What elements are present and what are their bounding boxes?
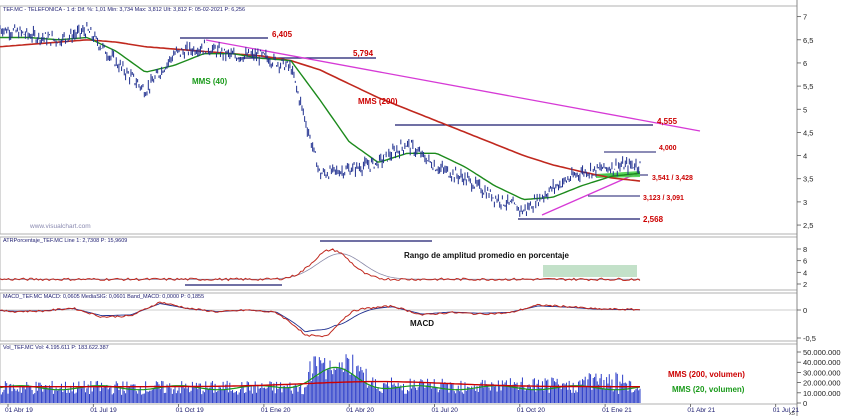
y-tick-label: 10.000.000 — [803, 389, 841, 398]
y-tick-label: 5 — [803, 105, 807, 114]
macd-note: MACD — [410, 319, 434, 328]
mms200-line — [0, 39, 641, 182]
x-tick-label: 01 Oct 20 — [517, 407, 546, 414]
y-tick-label: 20.000.000 — [803, 379, 841, 388]
watermark: www.visualchart.com — [29, 223, 91, 230]
macd-signal — [0, 303, 641, 333]
x-tick-label: 01 Ene 20 — [261, 407, 291, 414]
atr-y-axis: 8 6 4 2 — [797, 245, 807, 289]
x-tick-label: 01 Jul 19 — [90, 407, 117, 414]
y-tick-label: 3 — [803, 198, 807, 207]
atr-panel — [0, 236, 798, 291]
label-mms40: MMS (40) — [192, 77, 227, 86]
volume-bars — [0, 354, 641, 403]
label-6405: 6,405 — [272, 30, 293, 39]
label-4000: 4,000 — [659, 145, 677, 152]
price-bars — [0, 22, 641, 217]
macd-header: MACD_TEF.MC MACD: 0,0605 MediaSIG: 0,060… — [3, 294, 204, 300]
x-tick-label: 01 Ene 21 — [602, 407, 632, 414]
volume-mms200 — [0, 380, 640, 388]
y-tick-label: 40.000.000 — [803, 358, 841, 367]
label-4555: 4,555 — [657, 117, 678, 126]
y-tick-label: 4 — [803, 152, 807, 161]
mms200-path — [0, 39, 641, 182]
atr-header: ATRPorcentaje_TEF.MC Line 1: 2,7308 P: 1… — [3, 238, 127, 244]
x-axis-corner: x5 — [789, 411, 795, 416]
y-tick-label: 3,5 — [803, 175, 813, 184]
macd-y-axis: 0 -0,5 — [797, 306, 816, 343]
x-tick-label: 01 Abr 20 — [346, 407, 374, 414]
y-tick-label: 6,5 — [803, 36, 813, 45]
x-tick-label: 01 Oct 19 — [176, 407, 205, 414]
y-tick-label: 4,5 — [803, 128, 813, 137]
macd-panel — [0, 292, 798, 342]
x-tick-label: 01 Jul 20 — [432, 407, 459, 414]
x-tick-label: 01 Jul 21 — [773, 407, 800, 414]
y-tick-label: 2,5 — [803, 221, 813, 230]
price-header: TEF.MC - TELEFONICA - 1 d: Dif. %: 1,01 … — [3, 7, 245, 13]
trend-line-down — [205, 39, 701, 132]
atr-lines — [0, 248, 641, 282]
label-5794: 5,794 — [353, 49, 374, 58]
y-tick-label: 4 — [803, 268, 807, 277]
macd-line — [0, 301, 641, 338]
atr-signal — [0, 253, 640, 280]
y-tick-label: -0,5 — [803, 334, 816, 343]
y-tick-label: 6 — [803, 59, 807, 68]
volume-header: Vol_TEF.MC Vol: 4.195.611 P: 183.622.387 — [3, 345, 109, 351]
y-tick-label: 30.000.000 — [803, 368, 841, 377]
mms40-path — [0, 36, 641, 201]
label-3541: 3,541 / 3,428 — [652, 175, 693, 182]
x-axis: 01 Abr 19 01 Jul 19 01 Oct 19 01 Ene 20 01 A… — [5, 404, 799, 414]
x-tick-label: 01 Abr 19 — [5, 407, 33, 414]
price-y-axis: 7 6,5 6 5,5 5 4,5 4 3,5 3 2,5 — [797, 13, 813, 230]
atr-line — [0, 248, 641, 282]
legend-mms20-vol: MMS (20, volumen) — [672, 385, 745, 394]
label-3123: 3,123 / 3,091 — [643, 195, 684, 202]
volume-averages — [0, 366, 641, 391]
label-mms200: MMS (200) — [358, 97, 398, 106]
y-tick-label: 6 — [803, 257, 807, 266]
y-tick-label: 2 — [803, 280, 807, 289]
y-tick-label: 50.000.000 — [803, 348, 841, 357]
atr-note: Rango de amplitud promedio en porcentaje — [404, 251, 569, 260]
mms40-line — [0, 36, 641, 201]
legend-mms200-vol: MMS (200, volumen) — [668, 370, 745, 379]
macd-lines — [0, 301, 641, 338]
y-tick-label: 5,5 — [803, 82, 813, 91]
x-tick-label: 01 Abr 21 — [687, 407, 715, 414]
y-tick-label: 0 — [803, 306, 807, 315]
label-2568: 2,568 — [643, 215, 664, 224]
y-tick-label: 7 — [803, 13, 807, 22]
y-tick-label: 8 — [803, 245, 807, 254]
atr-zone — [543, 265, 637, 277]
y-tick-label: 0 — [803, 399, 807, 408]
